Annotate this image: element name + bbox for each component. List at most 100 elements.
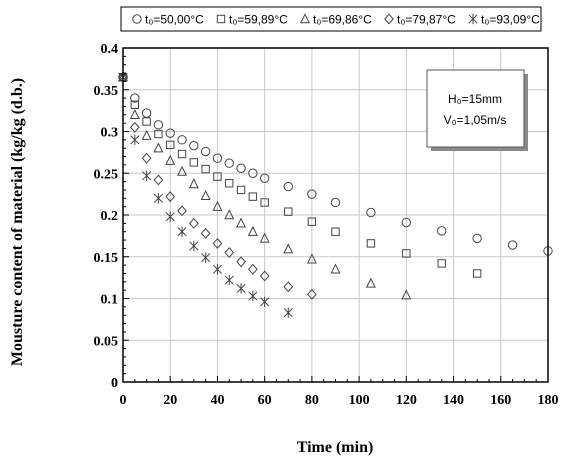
point-circle xyxy=(472,233,482,244)
y-tick-label: 0 xyxy=(111,376,118,391)
point-circle xyxy=(437,226,447,236)
point-circle xyxy=(189,140,199,151)
legend-marker-circle xyxy=(132,14,142,24)
point-square xyxy=(307,217,317,226)
point-circle xyxy=(330,197,341,208)
point-triangle xyxy=(188,178,199,189)
x-tick-label: 80 xyxy=(305,393,319,408)
point-circle xyxy=(307,189,317,199)
series-diamond xyxy=(118,71,317,300)
x-tick-label: 20 xyxy=(163,393,177,408)
point-diamond xyxy=(188,217,199,229)
y-tick-label: 0.3 xyxy=(101,126,119,141)
point-square xyxy=(142,117,151,126)
point-asterisk xyxy=(260,296,270,308)
x-tick-label: 40 xyxy=(210,393,224,408)
point-circle xyxy=(200,146,211,157)
point-triangle xyxy=(224,209,235,220)
legend-label: t₀=69,86°C xyxy=(313,13,372,27)
point-square xyxy=(154,129,163,139)
point-triangle xyxy=(330,263,341,274)
y-tick-label: 0.1 xyxy=(101,293,119,308)
y-tick-label: 0.2 xyxy=(101,209,119,224)
point-triangle xyxy=(200,189,211,200)
point-circle xyxy=(153,120,164,130)
point-asterisk xyxy=(224,274,234,286)
point-asterisk xyxy=(189,240,199,252)
point-square xyxy=(437,259,446,268)
point-triangle xyxy=(259,232,270,243)
point-square xyxy=(130,100,140,109)
legend-marker-triangle xyxy=(299,13,311,24)
point-triangle xyxy=(141,129,152,140)
legend-marker-diamond xyxy=(384,13,394,25)
point-asterisk xyxy=(283,307,293,318)
point-circle xyxy=(212,153,223,163)
point-diamond xyxy=(141,152,152,164)
point-circle xyxy=(177,135,187,145)
point-square xyxy=(201,164,210,174)
point-triangle xyxy=(129,108,140,119)
y-tick-label: 0.35 xyxy=(94,84,119,99)
point-square xyxy=(472,269,482,278)
axis-ticks: 0 20 40 60 80 100 120 140 160 180 0 0.05 0.1 0.15 0.2 0… xyxy=(94,42,559,408)
grid xyxy=(122,48,549,382)
point-diamond xyxy=(200,227,211,239)
point-circle xyxy=(224,158,234,168)
point-square xyxy=(284,207,293,216)
point-square xyxy=(189,158,199,167)
x-tick-label: 140 xyxy=(443,393,464,408)
data-points xyxy=(117,71,553,318)
point-square xyxy=(236,185,246,195)
point-asterisk xyxy=(177,226,187,237)
point-asterisk xyxy=(153,193,163,204)
point-diamond xyxy=(307,288,317,300)
point-square xyxy=(177,149,187,159)
point-asterisk xyxy=(201,252,211,263)
point-circle xyxy=(165,128,175,138)
point-square xyxy=(213,172,222,181)
point-asterisk xyxy=(142,170,152,181)
point-triangle xyxy=(236,217,247,228)
x-axis-title: Time (min) xyxy=(297,439,374,456)
series-triangle xyxy=(117,71,412,300)
point-triangle xyxy=(177,165,188,176)
point-diamond xyxy=(259,270,270,282)
point-triangle xyxy=(165,154,176,165)
point-triangle xyxy=(306,253,317,264)
point-triangle xyxy=(283,243,294,254)
point-square xyxy=(166,140,175,150)
point-square xyxy=(331,227,340,236)
annotation-line-2: V₀=1,05m/s xyxy=(444,113,507,127)
x-tick-label: 120 xyxy=(396,393,417,408)
annotation-line-1: H₀=15mm xyxy=(448,92,502,106)
point-triangle xyxy=(247,225,258,236)
point-diamond xyxy=(153,174,164,186)
point-circle xyxy=(366,207,376,218)
legend-label: t₀=79,87°C xyxy=(397,13,456,27)
legend-marker-square xyxy=(216,14,226,24)
point-diamond xyxy=(247,263,258,275)
point-circle xyxy=(507,240,518,250)
point-diamond xyxy=(129,121,140,133)
point-diamond xyxy=(283,281,294,293)
point-triangle xyxy=(401,289,412,300)
point-diamond xyxy=(165,191,176,203)
x-tick-label: 160 xyxy=(490,393,511,408)
point-triangle xyxy=(365,277,376,288)
point-triangle xyxy=(153,142,164,153)
point-circle xyxy=(130,93,140,103)
point-square xyxy=(366,239,376,248)
point-circle xyxy=(283,181,293,192)
point-circle xyxy=(236,163,246,173)
point-asterisk xyxy=(236,283,246,294)
point-circle xyxy=(141,108,152,118)
y-tick-label: 0.4 xyxy=(101,42,119,57)
point-asterisk xyxy=(130,134,140,146)
legend-marker-asterisk xyxy=(468,13,478,25)
point-square xyxy=(260,198,269,207)
point-circle xyxy=(248,168,258,178)
point-diamond xyxy=(177,205,187,217)
point-diamond xyxy=(236,256,246,268)
